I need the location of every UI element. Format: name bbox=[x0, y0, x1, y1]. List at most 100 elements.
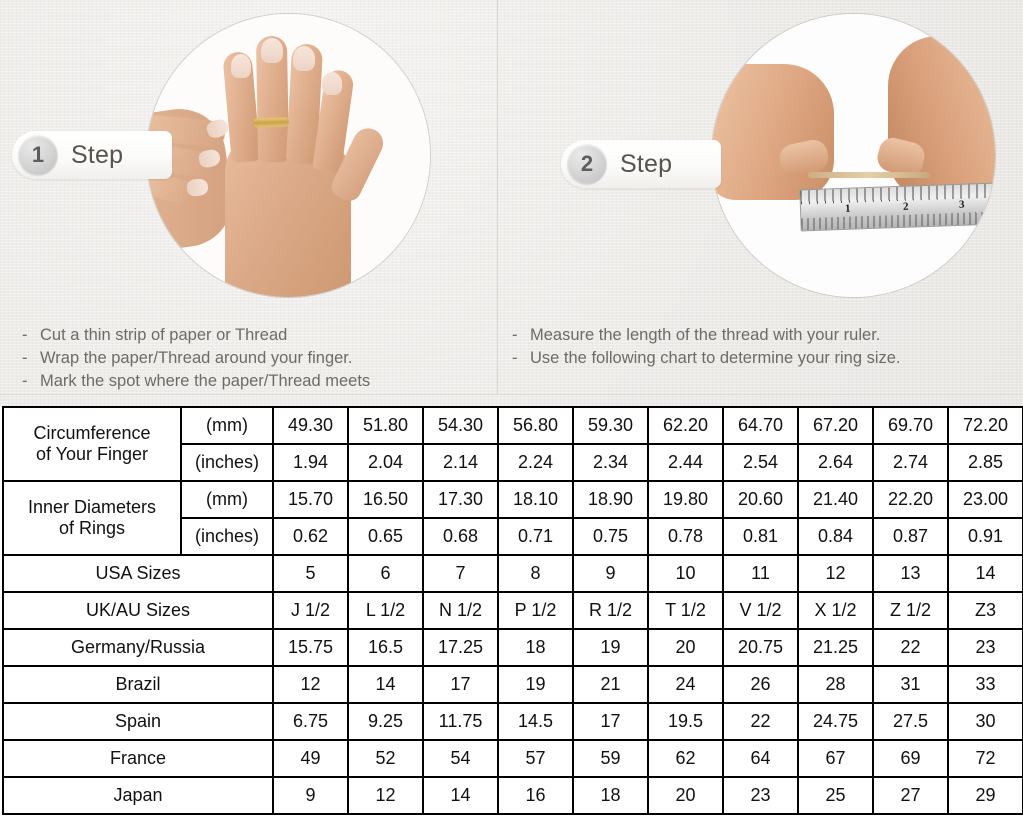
data-cell: 18 bbox=[497, 628, 574, 667]
data-cell: 51.80 bbox=[347, 406, 424, 445]
data-cell: 15.75 bbox=[272, 628, 349, 667]
data-cell: 67 bbox=[797, 739, 874, 778]
data-cell: 0.78 bbox=[647, 517, 724, 556]
data-cell: 24.75 bbox=[797, 702, 874, 741]
data-cell: 57 bbox=[497, 739, 574, 778]
data-cell: 14 bbox=[422, 776, 499, 815]
data-cell: 0.84 bbox=[797, 517, 874, 556]
data-cell: 17 bbox=[572, 702, 649, 741]
bullet-dash-icon: - bbox=[22, 372, 28, 390]
fingernail bbox=[231, 54, 251, 78]
data-cell: 14 bbox=[347, 665, 424, 704]
data-cell: 6 bbox=[347, 554, 424, 593]
data-cell: 2.04 bbox=[347, 443, 424, 482]
size-conversion-table: Circumference of Your Finger (mm) 49.30 51.8… bbox=[2, 406, 1023, 815]
data-cell: 22 bbox=[722, 702, 799, 741]
data-cell: 18.10 bbox=[497, 480, 574, 519]
data-cell: 72.20 bbox=[947, 406, 1023, 445]
data-cell: 30 bbox=[947, 702, 1023, 741]
row-label: France bbox=[2, 739, 274, 778]
data-cell: J 1/2 bbox=[272, 591, 349, 630]
step-2-instructions: - Measure the length of the thread with … bbox=[512, 324, 1012, 370]
instruction-item: - Mark the spot where the paper/Thread m… bbox=[22, 370, 482, 393]
data-cell: 15.70 bbox=[272, 480, 349, 519]
step-1-badge: 1 Step bbox=[12, 131, 172, 179]
data-cell: 62.20 bbox=[647, 406, 724, 445]
data-cell: 17.25 bbox=[422, 628, 499, 667]
data-cell: 22.20 bbox=[872, 480, 949, 519]
data-cell: 49.30 bbox=[272, 406, 349, 445]
data-cell: 59.30 bbox=[572, 406, 649, 445]
data-cell: 6.75 bbox=[272, 702, 349, 741]
step-2-photo-measuring-thread: 1 2 3 bbox=[712, 14, 995, 297]
data-cell: 49 bbox=[272, 739, 349, 778]
data-cell: Z 1/2 bbox=[872, 591, 949, 630]
data-cell: 9 bbox=[572, 554, 649, 593]
data-cell: 27 bbox=[872, 776, 949, 815]
table-row: Brazil 12 14 17 19 21 24 26 28 31 33 bbox=[2, 665, 1023, 704]
bullet-dash-icon: - bbox=[22, 349, 28, 367]
table-row: Circumference of Your Finger (mm) 49.30 51.8… bbox=[2, 406, 1023, 482]
instruction-text: Use the following chart to determine you… bbox=[530, 349, 901, 367]
left-hand-shape bbox=[712, 64, 834, 200]
data-cell: 26 bbox=[722, 665, 799, 704]
data-cell: 27.5 bbox=[872, 702, 949, 741]
step-1-photo-hand-with-ring bbox=[147, 14, 430, 297]
step-2-badge: 2 Step bbox=[561, 140, 721, 188]
gold-ring-icon bbox=[252, 117, 290, 128]
ruler-mark-3: 3 bbox=[958, 198, 965, 211]
data-cell: 2.44 bbox=[647, 443, 724, 482]
instruction-text: Measure the length of the thread with yo… bbox=[530, 326, 881, 344]
data-cell: 12 bbox=[347, 776, 424, 815]
data-cell: 0.75 bbox=[572, 517, 649, 556]
data-cell: 5 bbox=[272, 554, 349, 593]
table-row: Germany/Russia 15.75 16.5 17.25 18 19 20 20.75 2… bbox=[2, 628, 1023, 667]
table-row: (inches) 0.62 0.65 0.68 0.71 0.75 0.78 0.81 0.84… bbox=[3, 517, 1023, 556]
data-cell: 12 bbox=[797, 554, 874, 593]
data-cell: 2.34 bbox=[572, 443, 649, 482]
data-cell: R 1/2 bbox=[572, 591, 649, 630]
ruler-icon: 1 2 3 bbox=[799, 182, 995, 232]
table-row: UK/AU Sizes J 1/2 L 1/2 N 1/2 P 1/2 R 1/2 T 1/… bbox=[2, 591, 1023, 630]
data-cell: 20 bbox=[647, 628, 724, 667]
bullet-dash-icon: - bbox=[22, 326, 28, 344]
data-cell: 18 bbox=[572, 776, 649, 815]
row-group-label: Inner Diameters of Rings bbox=[2, 480, 182, 556]
data-cell: 25 bbox=[797, 776, 874, 815]
data-cell: 17 bbox=[422, 665, 499, 704]
data-cell: 72 bbox=[947, 739, 1023, 778]
data-cell: 11.75 bbox=[422, 702, 499, 741]
data-cell: 23 bbox=[722, 776, 799, 815]
data-cell: 19.80 bbox=[647, 480, 724, 519]
data-cell: Z3 bbox=[947, 591, 1023, 630]
data-cell: 11 bbox=[722, 554, 799, 593]
data-cell: 2.74 bbox=[872, 443, 949, 482]
row-group-label-line2: of Your Finger bbox=[35, 444, 149, 464]
data-cell: 20.75 bbox=[722, 628, 799, 667]
bullet-dash-icon: - bbox=[512, 349, 518, 367]
data-cell: T 1/2 bbox=[647, 591, 724, 630]
row-label: Japan bbox=[2, 776, 274, 815]
unit-cell: (inches) bbox=[180, 517, 274, 556]
instruction-text: Cut a thin strip of paper or Thread bbox=[40, 326, 288, 344]
data-cell: 16 bbox=[497, 776, 574, 815]
table-row: Spain 6.75 9.25 11.75 14.5 17 19.5 22 24.75 27.5 3… bbox=[2, 702, 1023, 741]
data-cell: 19 bbox=[497, 665, 574, 704]
row-label: USA Sizes bbox=[2, 554, 274, 593]
data-cell: 0.65 bbox=[347, 517, 424, 556]
fingernail bbox=[261, 38, 283, 63]
data-cell: 23 bbox=[947, 628, 1023, 667]
row-label: Spain bbox=[2, 702, 274, 741]
unit-cell: (inches) bbox=[180, 443, 274, 482]
data-cell: 0.62 bbox=[272, 517, 349, 556]
data-cell: 0.71 bbox=[497, 517, 574, 556]
row-label: Brazil bbox=[2, 665, 274, 704]
data-cell: 0.91 bbox=[947, 517, 1023, 556]
data-cell: 16.50 bbox=[347, 480, 424, 519]
data-cell: 67.20 bbox=[797, 406, 874, 445]
data-cell: 2.85 bbox=[947, 443, 1023, 482]
instruction-item: - Use the following chart to determine y… bbox=[512, 347, 1012, 370]
data-cell: 1.94 bbox=[272, 443, 349, 482]
data-cell: 21.40 bbox=[797, 480, 874, 519]
fingernail bbox=[293, 46, 315, 71]
